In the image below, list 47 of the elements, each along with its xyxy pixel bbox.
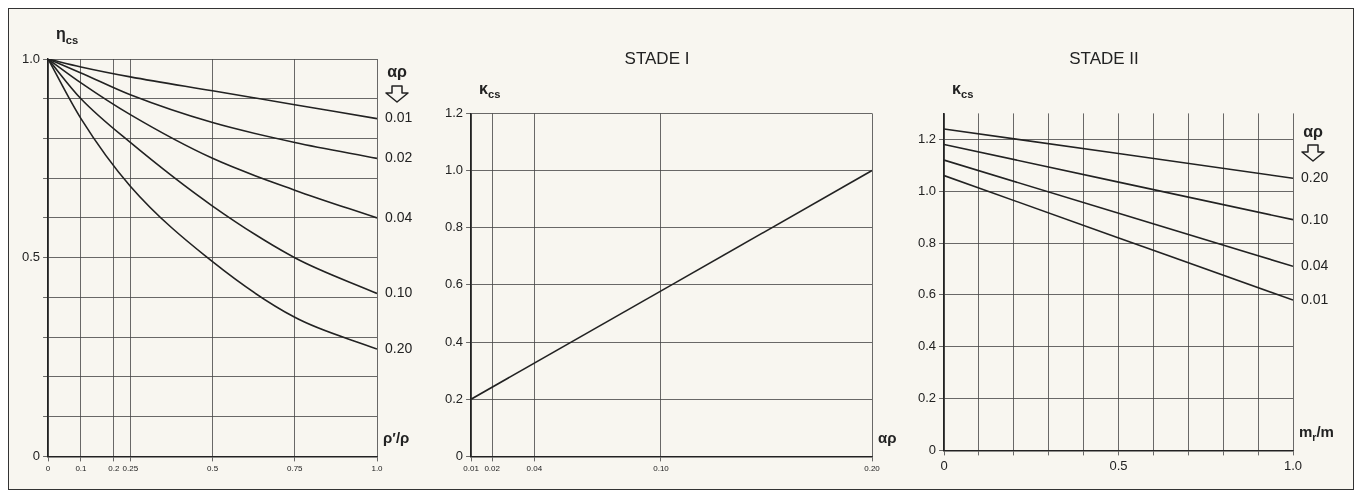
y-tick-label: 1.0 [21, 50, 41, 66]
chart-title: STADE II [1069, 48, 1139, 68]
series-label: 0.10 [385, 284, 413, 301]
x-axis-title: ρ′/ρ [383, 428, 410, 446]
y-tick-label: 0.6 [917, 286, 937, 302]
y-tick-label: 0.5 [21, 249, 41, 265]
y-tick-label: 0 [32, 447, 41, 463]
series-label: 0.01 [1301, 290, 1329, 307]
x-tick-label: 1.0 [1283, 457, 1303, 473]
y-tick-label: 0.2 [444, 390, 464, 406]
x-tick-label: 0.04 [526, 464, 543, 474]
y-tick-label: 0.8 [444, 219, 464, 235]
series-label: 0.02 [385, 149, 413, 166]
x-tick-label: 1.0 [371, 464, 384, 474]
x-axis-title: αρ [878, 428, 897, 446]
y-tick-label: 0.6 [444, 276, 464, 292]
x-tick-label: 0.01 [463, 464, 480, 474]
x-tick-label: 0.10 [653, 464, 670, 474]
legend-title: αρ [1303, 122, 1323, 140]
y-tick-label: 0.4 [917, 338, 937, 354]
y-tick-label: 0.4 [444, 333, 464, 349]
x-tick-label: 0.5 [1109, 457, 1128, 473]
y-tick-label: 1.2 [444, 104, 464, 120]
legend-label: 0.20 [1301, 169, 1329, 186]
y-tick-label: 1.0 [917, 182, 937, 198]
y-tick-label: 1.0 [444, 162, 464, 178]
x-tick-label: 0.75 [286, 464, 304, 474]
legend-title: αρ [387, 63, 407, 81]
series-label: 0.04 [1301, 257, 1329, 274]
x-tick-label: 0 [940, 457, 948, 473]
x-tick-label: 0.1 [75, 464, 88, 474]
series-label: 0.20 [385, 339, 413, 356]
x-tick-label: 0.20 [864, 464, 881, 474]
y-tick-label: 0.2 [917, 390, 937, 406]
series-label: 0.10 [1301, 210, 1329, 227]
y-tick-label: 0.8 [917, 234, 937, 250]
series-label: 0.04 [385, 208, 413, 225]
x-tick-label: 0.25 [122, 464, 139, 474]
x-tick-label: 0.5 [206, 464, 219, 474]
x-tick-label: 0.2 [108, 464, 120, 474]
legend-label: 0.01 [385, 109, 413, 126]
y-tick-label: 0 [455, 447, 464, 463]
x-tick-label: 0.02 [484, 464, 501, 474]
x-tick-label: 0 [45, 464, 51, 474]
chart-title: STADE I [624, 48, 690, 68]
y-tick-label: 1.2 [917, 130, 937, 146]
y-tick-label: 0 [928, 441, 937, 457]
